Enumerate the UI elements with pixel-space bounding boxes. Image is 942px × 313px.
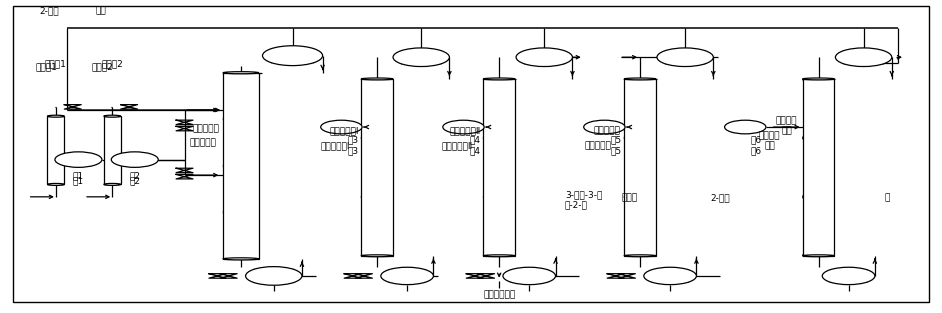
Circle shape xyxy=(724,120,766,134)
Text: 泵5: 泵5 xyxy=(610,136,621,145)
Text: 储液罐1: 储液罐1 xyxy=(45,59,67,69)
FancyBboxPatch shape xyxy=(104,116,121,184)
Text: 泵4: 泵4 xyxy=(469,136,480,145)
Bar xyxy=(625,79,656,256)
Text: 萃取精馏塔: 萃取精馏塔 xyxy=(593,126,621,135)
Text: 萃取剂: 萃取剂 xyxy=(622,193,638,202)
Text: 泵4: 泵4 xyxy=(469,146,480,155)
Bar xyxy=(361,79,393,256)
Text: 萃取剂回
收塔: 萃取剂回 收塔 xyxy=(759,131,780,151)
Circle shape xyxy=(836,48,892,67)
Text: 减压精馏塔Ⅰ: 减压精馏塔Ⅰ xyxy=(330,126,359,135)
Bar xyxy=(803,79,835,256)
Bar xyxy=(223,73,259,259)
Text: 储液罐2: 储液罐2 xyxy=(102,59,123,69)
Ellipse shape xyxy=(47,115,64,117)
Circle shape xyxy=(381,267,433,285)
Text: 泵5: 泵5 xyxy=(610,146,621,155)
Text: 2-丁酮: 2-丁酮 xyxy=(39,7,58,16)
Text: 储液罐2: 储液罐2 xyxy=(92,63,114,72)
Text: 萃取剂回
收塔: 萃取剂回 收塔 xyxy=(776,116,797,135)
Bar xyxy=(483,79,515,256)
Circle shape xyxy=(55,152,102,167)
Ellipse shape xyxy=(361,78,393,80)
Circle shape xyxy=(657,48,713,67)
Ellipse shape xyxy=(803,255,835,257)
Text: 反应精馏塔: 反应精馏塔 xyxy=(190,139,217,148)
Text: 泵1: 泵1 xyxy=(73,171,84,180)
Circle shape xyxy=(443,120,484,134)
Ellipse shape xyxy=(223,72,259,74)
Text: 泵2: 泵2 xyxy=(129,176,140,185)
Ellipse shape xyxy=(104,183,121,185)
Ellipse shape xyxy=(104,115,121,117)
Text: 泵3: 泵3 xyxy=(347,136,358,145)
Text: 泵2: 泵2 xyxy=(129,171,140,180)
Ellipse shape xyxy=(483,78,515,80)
Ellipse shape xyxy=(483,255,515,257)
Text: 2-丁酮: 2-丁酮 xyxy=(710,193,730,202)
Ellipse shape xyxy=(223,258,259,260)
Circle shape xyxy=(822,267,875,285)
Text: 3-甲基-3-戊
烯-2-酮: 3-甲基-3-戊 烯-2-酮 xyxy=(565,190,602,210)
Circle shape xyxy=(393,48,449,67)
Text: 储液罐1: 储液罐1 xyxy=(36,63,57,72)
Ellipse shape xyxy=(47,183,64,185)
Ellipse shape xyxy=(625,78,656,80)
Text: 泵6: 泵6 xyxy=(751,146,762,155)
Ellipse shape xyxy=(361,255,393,257)
Ellipse shape xyxy=(803,78,835,80)
Text: 减压精馏塔Ⅱ: 减压精馏塔Ⅱ xyxy=(441,142,473,151)
Text: 反应精馏塔: 反应精馏塔 xyxy=(193,125,219,134)
Text: 减压精馏塔Ⅱ: 减压精馏塔Ⅱ xyxy=(449,126,481,135)
Ellipse shape xyxy=(625,255,656,257)
Text: 泵6: 泵6 xyxy=(751,136,762,145)
Circle shape xyxy=(111,152,158,167)
Circle shape xyxy=(643,267,696,285)
Text: 减压精馏塔Ⅰ: 减压精馏塔Ⅰ xyxy=(320,142,349,151)
Text: 乙醛: 乙醛 xyxy=(95,7,106,16)
Circle shape xyxy=(503,267,556,285)
Circle shape xyxy=(584,120,625,134)
Text: 萃取精馏塔: 萃取精馏塔 xyxy=(584,142,611,151)
Text: 水: 水 xyxy=(885,193,889,202)
Circle shape xyxy=(263,46,322,66)
FancyBboxPatch shape xyxy=(47,116,64,184)
Text: 泵3: 泵3 xyxy=(347,146,358,155)
Circle shape xyxy=(320,120,362,134)
Text: 高沸点副产物: 高沸点副产物 xyxy=(483,291,515,300)
Circle shape xyxy=(246,267,302,285)
Circle shape xyxy=(516,48,573,67)
Text: 泵1: 泵1 xyxy=(73,176,84,185)
